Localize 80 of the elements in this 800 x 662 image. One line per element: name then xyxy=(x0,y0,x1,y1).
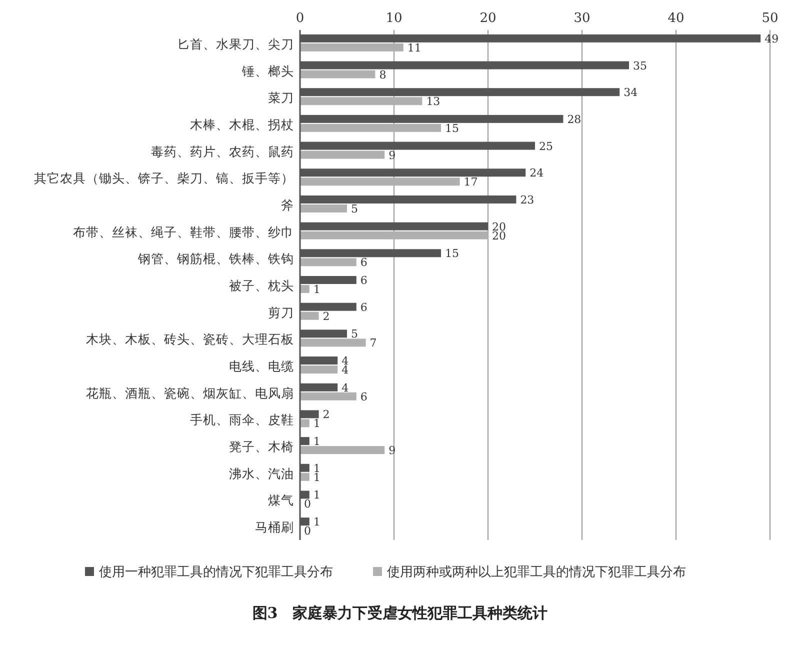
y-tick-label: 布带、丝袜、绳子、鞋带、腰带、纱巾 xyxy=(73,224,294,240)
data-label: 17 xyxy=(464,176,478,189)
data-label: 2 xyxy=(322,408,330,422)
data-label: 6 xyxy=(360,274,368,287)
data-label: 7 xyxy=(370,336,377,350)
y-tick-label: 其它农具（锄头、锛子、柴刀、镐、扳手等） xyxy=(34,170,294,186)
y-tick-label: 匕首、水果刀、尖刀 xyxy=(177,36,294,52)
data-label: 9 xyxy=(388,148,396,162)
data-label: 25 xyxy=(539,140,553,153)
x-tick-label: 20 xyxy=(480,11,496,26)
data-label: 0 xyxy=(304,498,311,511)
data-label: 0 xyxy=(304,524,311,538)
y-tick-label: 木棒、木棍、拐杖 xyxy=(190,116,294,132)
data-label: 1 xyxy=(313,516,320,529)
data-label: 1 xyxy=(313,283,320,296)
text: 图3 家庭暴力下受虐女性犯罪工具种类统计 xyxy=(252,604,548,622)
y-tick-label: 斧 xyxy=(281,197,294,212)
data-label: 28 xyxy=(567,112,582,126)
y-tick-label: 被子、枕头 xyxy=(229,278,294,293)
data-label: 5 xyxy=(351,202,358,216)
y-tick-label: 马桶刷 xyxy=(255,520,294,535)
data-label: 6 xyxy=(360,390,368,404)
data-label: 8 xyxy=(379,68,386,82)
y-tick-label: 煤气 xyxy=(268,492,294,508)
data-label: 13 xyxy=(426,95,440,108)
bar xyxy=(300,150,385,159)
bar xyxy=(300,124,441,132)
y-tick-label: 沸水、汽油 xyxy=(229,466,294,481)
bar xyxy=(300,285,310,293)
x-tick-label: 0 xyxy=(296,11,304,26)
bar xyxy=(300,366,338,374)
legend-label: 使用一种犯罪工具的情况下犯罪工具分布 xyxy=(99,565,333,580)
data-label: 9 xyxy=(388,444,396,458)
y-tick-label: 菜刀 xyxy=(268,90,294,106)
bar xyxy=(300,70,376,78)
data-label: 1 xyxy=(313,417,320,430)
data-label: 49 xyxy=(764,32,779,46)
y-tick-label: 手机、雨伞、皮鞋 xyxy=(190,412,294,428)
data-label: 6 xyxy=(360,256,368,270)
data-label: 4 xyxy=(342,381,349,394)
y-tick-label: 锤、榔头 xyxy=(241,63,294,78)
bar xyxy=(300,204,347,212)
y-tick-label: 钢管、钢筋棍、铁棒、铁钩 xyxy=(137,251,294,266)
data-label: 4 xyxy=(342,364,349,377)
bar xyxy=(300,178,460,186)
data-label: 34 xyxy=(624,86,638,100)
data-label: 24 xyxy=(530,166,544,180)
bar xyxy=(300,312,319,320)
bar xyxy=(300,97,422,106)
bar xyxy=(300,43,404,52)
data-label: 35 xyxy=(633,59,647,72)
bar xyxy=(300,258,356,266)
x-tick-label: 10 xyxy=(386,11,402,26)
y-tick-label: 毒药、药片、农药、鼠药 xyxy=(151,144,294,159)
data-label: 1 xyxy=(313,470,320,484)
bar xyxy=(300,419,310,428)
data-label: 2 xyxy=(322,310,330,323)
data-label: 6 xyxy=(360,300,368,314)
x-tick-label: 30 xyxy=(574,11,590,26)
x-tick-label: 50 xyxy=(762,11,778,26)
data-label: 11 xyxy=(407,41,422,54)
bar xyxy=(300,392,356,400)
data-label: 1 xyxy=(313,435,320,448)
bar xyxy=(300,338,366,347)
y-tick-label: 电线、电缆 xyxy=(229,358,294,374)
y-tick-label: 花瓶、酒瓶、瓷碗、烟灰缸、电风扇 xyxy=(86,385,294,400)
data-label: 15 xyxy=(445,122,459,135)
y-tick-label: 木块、木板、砖头、瓷砖、大理石板 xyxy=(86,332,294,347)
bar xyxy=(300,231,488,240)
data-label: 23 xyxy=(520,193,534,206)
data-label: 1 xyxy=(313,488,320,502)
legend-label: 使用两种或两种以上犯罪工具的情况下犯罪工具分布 xyxy=(387,565,686,580)
data-label: 15 xyxy=(445,247,459,260)
data-label: 20 xyxy=(492,229,506,242)
data-label: 5 xyxy=(351,328,358,341)
y-tick-label: 凳子、木椅 xyxy=(229,439,294,454)
bar xyxy=(300,472,310,481)
y-tick-label: 剪刀 xyxy=(268,304,294,320)
x-tick-label: 40 xyxy=(668,11,684,26)
bar xyxy=(300,446,385,454)
